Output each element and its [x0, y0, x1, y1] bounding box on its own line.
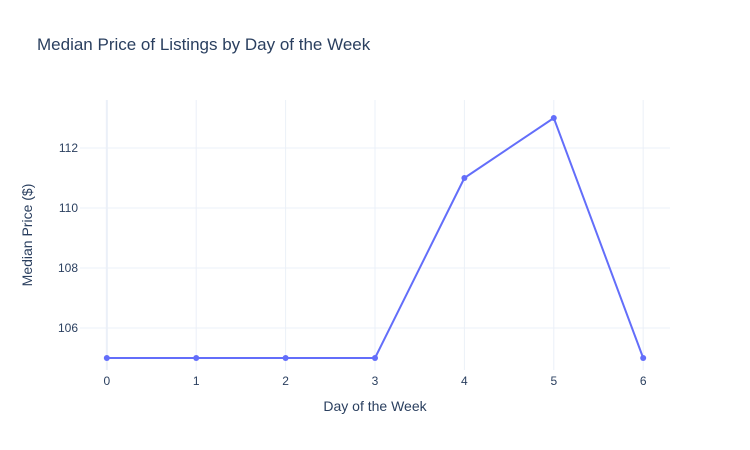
data-point-0[interactable]	[103, 355, 110, 361]
x-tick-label: 6	[640, 374, 647, 388]
y-axis-title: Median Price ($)	[19, 184, 35, 287]
tick-labels: 0 1 2 3 4 5 6 106 108 110 112	[58, 141, 647, 388]
x-tick-label: 1	[193, 374, 200, 388]
x-tick-label: 3	[372, 374, 379, 388]
data-point-1[interactable]	[193, 355, 200, 361]
x-tick-label: 0	[103, 374, 110, 388]
x-tick-label: 4	[461, 374, 468, 388]
data-point-2[interactable]	[282, 355, 289, 361]
data-point-5[interactable]	[550, 115, 557, 121]
data-series	[103, 115, 647, 361]
data-point-4[interactable]	[461, 175, 468, 181]
grid-lines	[80, 100, 670, 370]
x-tick-label: 2	[282, 374, 289, 388]
y-tick-label: 110	[59, 201, 78, 215]
y-tick-label: 106	[58, 321, 78, 335]
data-point-3[interactable]	[372, 355, 378, 361]
data-point-6[interactable]	[640, 355, 647, 361]
x-tick-label: 5	[550, 374, 557, 388]
x-axis-title: Day of the Week	[323, 398, 427, 414]
chart-title: Median Price of Listings by Day of the W…	[37, 35, 371, 54]
y-tick-label: 108	[58, 261, 78, 275]
y-tick-label: 112	[59, 141, 78, 155]
